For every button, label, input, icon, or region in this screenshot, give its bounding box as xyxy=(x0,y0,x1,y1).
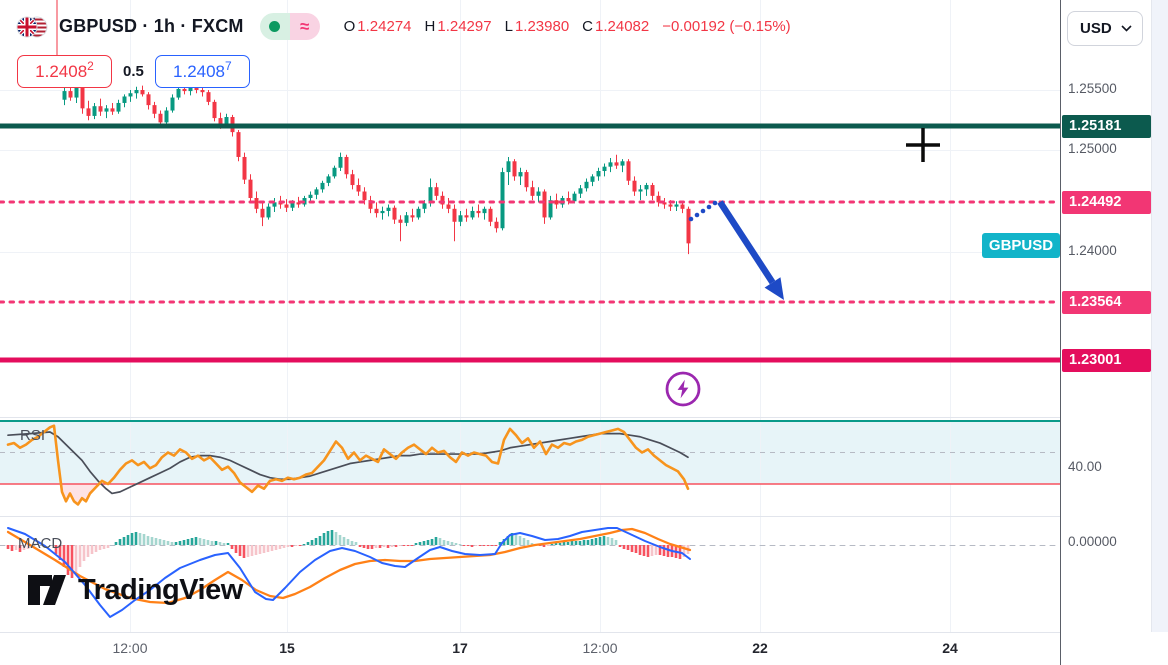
approx-icon: ≈ xyxy=(299,16,310,36)
rsi-pane-label[interactable]: RSI xyxy=(20,427,46,444)
time-axis-label: 12:00 xyxy=(112,640,148,656)
symbol-title[interactable]: GBPUSD · 1h · FXCM xyxy=(59,16,244,36)
time-axis-label: 17 xyxy=(452,640,468,656)
currency-label: USD xyxy=(1080,20,1112,37)
tradingview-logo-icon xyxy=(28,575,66,605)
chart-legend: GBPUSD · 1h · FXCM ≈ O 1.24274 H 1.24297 L… xyxy=(14,13,791,40)
price-axis[interactable]: USD 1.25500 1.25000 1.24000 40.00 0.00000 1.2… xyxy=(1061,0,1168,633)
chevron-down-icon xyxy=(1121,25,1132,32)
ohlc-low: L 1.23980 xyxy=(504,18,570,35)
price-axis-tag: 1.25181 xyxy=(1062,114,1151,138)
symbol-price-tag: GBPUSD xyxy=(982,232,1060,258)
quote-row: 1.2408 2 0.5 1.2408 7 xyxy=(17,55,250,88)
time-axis-label: 12:00 xyxy=(582,640,618,656)
ohlc-change: −0.00192 (−0.15%) xyxy=(662,18,791,35)
time-axis-label: 24 xyxy=(942,640,958,656)
price-axis-label: 40.00 xyxy=(1068,459,1102,474)
time-axis-separator xyxy=(0,632,1168,633)
chart-canvas[interactable] xyxy=(0,0,1060,632)
tradingview-logo-text: TradingView xyxy=(78,573,243,606)
price-axis-tag: 1.24492 xyxy=(1062,190,1151,214)
time-axis-label: 22 xyxy=(752,640,768,656)
price-axis-tag: 1.23564 xyxy=(1062,290,1151,314)
ohlc-open: O 1.24274 xyxy=(343,18,412,35)
spread-value: 0.5 xyxy=(123,63,144,80)
pane-separator[interactable] xyxy=(0,417,1168,418)
market-status-pill[interactable] xyxy=(259,13,290,40)
symbol-flag-icon xyxy=(16,16,48,37)
ohlc-high: H 1.24297 xyxy=(424,18,492,35)
market-open-dot-icon xyxy=(269,21,281,32)
pane-separator[interactable] xyxy=(0,516,1168,517)
price-axis-label: 1.24000 xyxy=(1068,243,1117,258)
ohlc-legend: O 1.24274 H 1.24297 L 1.23980 C 1.24082 −0.0… xyxy=(344,18,791,35)
tradingview-logo[interactable]: TradingView xyxy=(26,573,243,607)
price-axis-label: 1.25000 xyxy=(1068,141,1117,156)
sell-button[interactable]: 1.2408 2 xyxy=(17,55,112,88)
price-axis-tag: 1.23001 xyxy=(1062,348,1151,372)
axis-edge-strip xyxy=(1151,0,1168,632)
currency-selector[interactable]: USD xyxy=(1067,11,1143,46)
ohlc-close: C 1.24082 xyxy=(582,18,650,35)
time-axis[interactable]: 12:00 15 17 12:00 22 24 xyxy=(0,633,1168,665)
lightning-marker-icon[interactable] xyxy=(663,369,703,409)
buy-button[interactable]: 1.2408 7 xyxy=(154,55,250,88)
approx-price-pill[interactable]: ≈ xyxy=(289,13,320,40)
price-axis-border xyxy=(1060,0,1061,665)
price-axis-label: 1.25500 xyxy=(1068,81,1117,96)
decorative-red-line xyxy=(56,0,58,55)
macd-pane-label[interactable]: MACD xyxy=(18,535,63,552)
price-axis-label: 0.00000 xyxy=(1068,534,1117,549)
status-pills: ≈ xyxy=(259,13,320,40)
time-axis-label: 15 xyxy=(279,640,295,656)
